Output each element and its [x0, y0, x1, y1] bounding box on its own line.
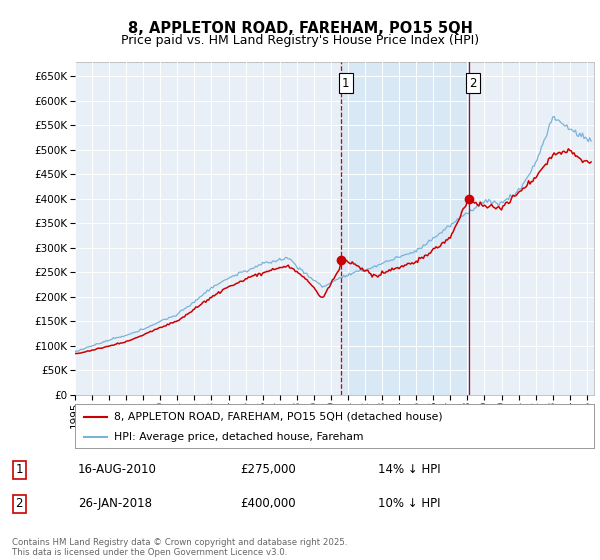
Text: 2: 2: [16, 497, 23, 510]
Text: 8, APPLETON ROAD, FAREHAM, PO15 5QH (detached house): 8, APPLETON ROAD, FAREHAM, PO15 5QH (det…: [114, 412, 443, 422]
Text: 1: 1: [342, 77, 350, 90]
Text: HPI: Average price, detached house, Fareham: HPI: Average price, detached house, Fare…: [114, 432, 364, 442]
Text: 26-JAN-2018: 26-JAN-2018: [78, 497, 152, 510]
Bar: [341, 62, 469, 395]
Text: 16-AUG-2010: 16-AUG-2010: [78, 463, 157, 476]
Text: 8, APPLETON ROAD, FAREHAM, PO15 5QH: 8, APPLETON ROAD, FAREHAM, PO15 5QH: [128, 21, 472, 36]
Text: £400,000: £400,000: [240, 497, 296, 510]
Text: Contains HM Land Registry data © Crown copyright and database right 2025.
This d: Contains HM Land Registry data © Crown c…: [12, 538, 347, 557]
Text: £275,000: £275,000: [240, 463, 296, 476]
Text: 10% ↓ HPI: 10% ↓ HPI: [378, 497, 440, 510]
Text: 2: 2: [469, 77, 476, 90]
Text: 1: 1: [16, 463, 23, 476]
Text: 14% ↓ HPI: 14% ↓ HPI: [378, 463, 440, 476]
Text: Price paid vs. HM Land Registry's House Price Index (HPI): Price paid vs. HM Land Registry's House …: [121, 34, 479, 46]
